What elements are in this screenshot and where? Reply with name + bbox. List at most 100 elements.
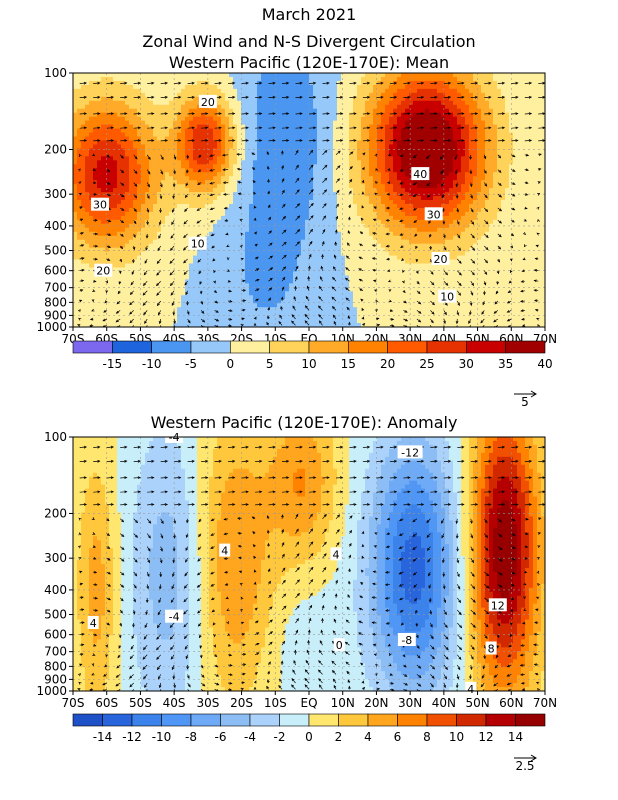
field-cell	[129, 88, 134, 94]
field-cell	[141, 271, 146, 277]
field-cell	[313, 259, 318, 265]
field-cell	[277, 148, 282, 153]
field-cell	[225, 73, 230, 78]
field-cell	[361, 235, 366, 241]
field-cell	[85, 152, 90, 157]
field-cell	[317, 176, 322, 181]
field-cell	[153, 136, 158, 142]
field-cell	[349, 211, 354, 217]
field-cell	[269, 251, 274, 257]
field-cell	[233, 124, 238, 130]
field-cell	[381, 247, 386, 253]
field-cell	[381, 311, 386, 316]
field-cell	[237, 140, 242, 146]
field-cell	[233, 251, 238, 257]
field-cell	[301, 160, 306, 165]
field-cell	[141, 140, 146, 146]
field-cell	[77, 219, 82, 225]
field-cell	[73, 73, 78, 78]
field-cell	[373, 112, 378, 118]
field-cell	[297, 259, 302, 265]
field-cell	[309, 144, 314, 150]
field-cell	[301, 207, 306, 213]
field-cell	[289, 259, 294, 265]
field-cell	[361, 144, 366, 150]
field-cell	[293, 164, 298, 169]
field-cell	[337, 73, 342, 78]
field-cell	[329, 100, 334, 106]
field-cell	[337, 76, 342, 82]
field-cell	[149, 303, 154, 308]
field-cell	[329, 120, 334, 126]
field-cell	[81, 116, 86, 122]
field-cell	[89, 92, 94, 98]
field-cell	[181, 231, 186, 237]
field-cell	[321, 259, 326, 265]
field-cell	[233, 219, 238, 225]
field-cell	[209, 255, 214, 261]
field-cell	[305, 207, 310, 213]
field-cell	[277, 303, 282, 308]
field-cell	[317, 243, 322, 249]
field-cell	[369, 76, 374, 82]
field-cell	[285, 259, 290, 265]
field-cell	[189, 104, 194, 110]
field-cell	[81, 132, 86, 138]
field-cell	[321, 124, 326, 130]
field-cell	[129, 96, 134, 102]
field-cell	[285, 267, 290, 273]
field-cell	[89, 156, 94, 161]
field-cell	[361, 207, 366, 213]
field-cell	[329, 303, 334, 308]
field-cell	[229, 120, 234, 126]
field-cell	[277, 172, 282, 177]
field-cell	[81, 96, 86, 102]
field-cell	[149, 235, 154, 241]
field-cell	[365, 180, 370, 185]
field-cell	[193, 203, 198, 209]
field-cell	[373, 251, 378, 257]
field-cell	[357, 196, 362, 201]
field-cell	[313, 303, 318, 308]
field-cell	[197, 80, 202, 86]
field-cell	[205, 112, 210, 118]
field-cell	[285, 219, 290, 225]
field-cell	[81, 263, 86, 269]
field-cell	[165, 211, 170, 217]
field-cell	[345, 263, 350, 269]
field-cell	[349, 283, 354, 288]
field-cell	[309, 255, 314, 261]
field-cell	[237, 128, 242, 134]
field-cell	[189, 287, 194, 292]
field-cell	[161, 196, 166, 201]
field-cell	[281, 92, 286, 98]
field-cell	[241, 215, 246, 221]
field-cell	[137, 295, 142, 300]
field-cell	[73, 112, 78, 118]
field-cell	[149, 259, 154, 265]
field-cell	[169, 275, 174, 280]
field-cell	[221, 207, 226, 213]
field-cell	[329, 73, 334, 78]
field-cell	[193, 156, 198, 161]
field-cell	[145, 128, 150, 134]
field-cell	[257, 120, 262, 126]
field-cell	[313, 136, 318, 142]
field-cell	[297, 136, 302, 142]
field-cell	[189, 168, 194, 173]
field-cell	[345, 227, 350, 233]
field-cell	[261, 84, 266, 90]
field-cell	[361, 215, 366, 221]
field-cell	[85, 184, 90, 189]
field-cell	[377, 231, 382, 237]
field-cell	[213, 148, 218, 153]
field-cell	[73, 116, 78, 122]
field-cell	[197, 291, 202, 296]
field-cell	[337, 136, 342, 142]
field-cell	[77, 96, 82, 102]
field-cell	[361, 188, 366, 193]
field-cell	[185, 251, 190, 257]
field-cell	[109, 235, 114, 241]
field-cell	[317, 239, 322, 245]
field-cell	[285, 128, 290, 134]
